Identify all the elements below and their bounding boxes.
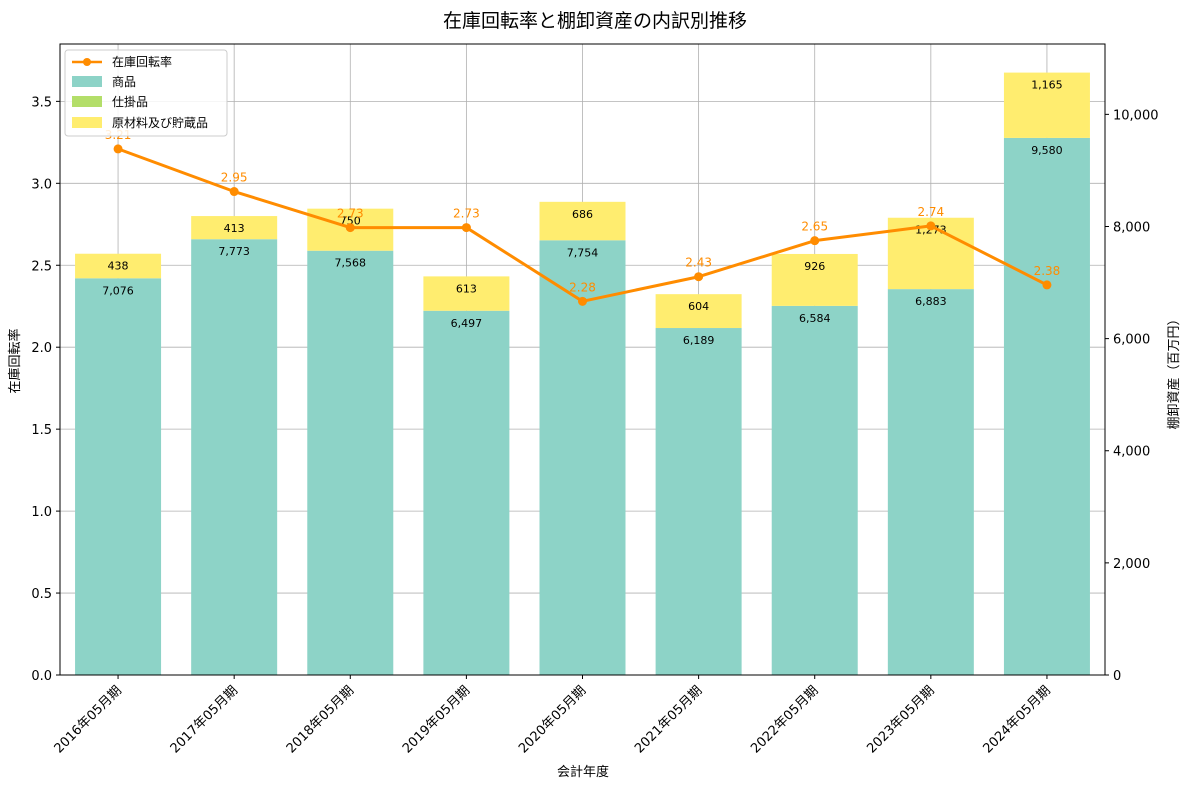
legend-label-turnover: 在庫回転率: [112, 54, 172, 69]
x-tick-label: 2022年05月期: [748, 683, 821, 756]
turnover-value-label: 2.95: [221, 171, 248, 185]
legend-line-marker: [83, 58, 91, 66]
bar-segment: [307, 250, 394, 675]
turnover-value-label: 2.73: [453, 207, 480, 221]
turnover-point: [345, 223, 355, 233]
bar-segment: [539, 240, 626, 675]
y-left-tick-label: 3.5: [31, 95, 52, 110]
y-left-tick-label: 0.5: [31, 587, 52, 602]
turnover-point: [113, 144, 123, 154]
y-axis-right-title: 棚卸資産（百万円）: [1166, 312, 1182, 429]
turnover-value-label: 2.28: [569, 280, 596, 294]
bar-segment: [771, 253, 858, 306]
bar-segment: [1003, 137, 1090, 675]
legend-swatch-wip: [72, 96, 102, 107]
x-tick-label: 2023年05月期: [864, 683, 937, 756]
turnover-value-label: 2.38: [1034, 264, 1061, 278]
y-axis-left-title: 在庫回転率: [7, 328, 23, 393]
chart-title: 在庫回転率と棚卸資産の内訳別推移: [443, 10, 747, 32]
legend-label-materials: 原材料及び貯蔵品: [112, 116, 208, 130]
x-tick-label: 2018年05月期: [284, 683, 357, 756]
turnover-value-label: 2.43: [685, 256, 712, 270]
bar-value-label: 7,076: [102, 284, 134, 297]
bar-segment: [887, 289, 974, 675]
turnover-point: [694, 272, 704, 282]
bar-segment: [539, 201, 626, 241]
bar-segment: [75, 278, 162, 675]
y-left-tick-label: 0.0: [31, 669, 52, 684]
bars: 7,076 7,773 7,568 6,497 7,754 6,189 6,584 6,883…: [75, 72, 1090, 675]
y-left-tick-label: 3.0: [31, 177, 52, 192]
bar-segment: [191, 239, 278, 675]
turnover-point: [229, 187, 239, 197]
y-right-tick-label: 2,000: [1113, 557, 1150, 572]
bar-value-label: 1,165: [1031, 79, 1063, 92]
bar-segment: [655, 328, 742, 675]
bar-value-label: 6,497: [451, 317, 483, 330]
x-axis-title: 会計年度: [557, 764, 609, 780]
y-left-tick-label: 2.0: [31, 341, 52, 356]
legend-label-wip: 仕掛品: [112, 94, 148, 109]
turnover-point: [461, 223, 471, 233]
legend-box: [64, 49, 228, 137]
x-tick-label: 2024年05月期: [980, 683, 1053, 756]
x-tick-label: 2017年05月期: [168, 683, 241, 756]
bar-value-label: 6,189: [683, 334, 715, 347]
bar-segment: [771, 305, 858, 675]
legend-swatch-materials: [72, 117, 102, 128]
y-right-tick-label: 8,000: [1113, 220, 1150, 235]
turnover-value-label: 2.65: [801, 220, 828, 234]
bar-value-label: 438: [108, 260, 129, 273]
turnover-value-label: 2.74: [917, 205, 944, 219]
bar-value-label: 686: [572, 208, 593, 221]
bar-value-label: 9,580: [1031, 144, 1063, 157]
legend-swatch-goods: [72, 76, 102, 87]
bar-value-label: 926: [804, 260, 825, 273]
turnover-point: [810, 236, 820, 246]
bar-segment: [423, 310, 510, 675]
bar-value-label: 7,754: [567, 246, 599, 259]
y-right-tick-label: 6,000: [1113, 333, 1150, 348]
bar-value-label: 7,568: [335, 257, 367, 270]
y-left-tick-label: 1.5: [31, 423, 52, 438]
turnover-point: [926, 221, 936, 231]
bar-segment: [1003, 72, 1090, 138]
x-tick-label: 2016年05月期: [52, 683, 125, 756]
bar-segment: [655, 294, 742, 329]
bar-value-label: 413: [224, 222, 245, 235]
y-right-tick-label: 0: [1113, 669, 1121, 684]
bar-value-label: 6,584: [799, 312, 831, 325]
y-left-tick-label: 2.5: [31, 259, 52, 274]
x-tick-label: 2020年05月期: [516, 683, 589, 756]
turnover-point: [1042, 280, 1052, 290]
legend-label-goods: 商品: [112, 74, 136, 89]
bar-segment: [423, 276, 510, 311]
bar-value-label: 6,883: [915, 295, 947, 308]
y-left-tick-label: 1.0: [31, 505, 52, 520]
turnover-point: [578, 296, 587, 306]
x-tick-label: 2021年05月期: [632, 683, 705, 756]
bar-segment: [75, 253, 162, 279]
y-right-tick-label: 4,000: [1113, 445, 1150, 460]
bar-value-label: 604: [688, 300, 709, 313]
bar-value-label: 613: [456, 282, 477, 295]
y-right-tick-label: 10,000: [1113, 108, 1159, 123]
legend: 在庫回転率 商品 仕掛品 原材料及び貯蔵品: [64, 49, 228, 137]
bar-segment: [191, 216, 278, 240]
bar-value-label: 7,773: [218, 245, 250, 258]
turnover-value-label: 2.73: [337, 207, 364, 221]
x-tick-label: 2019年05月期: [400, 683, 473, 756]
